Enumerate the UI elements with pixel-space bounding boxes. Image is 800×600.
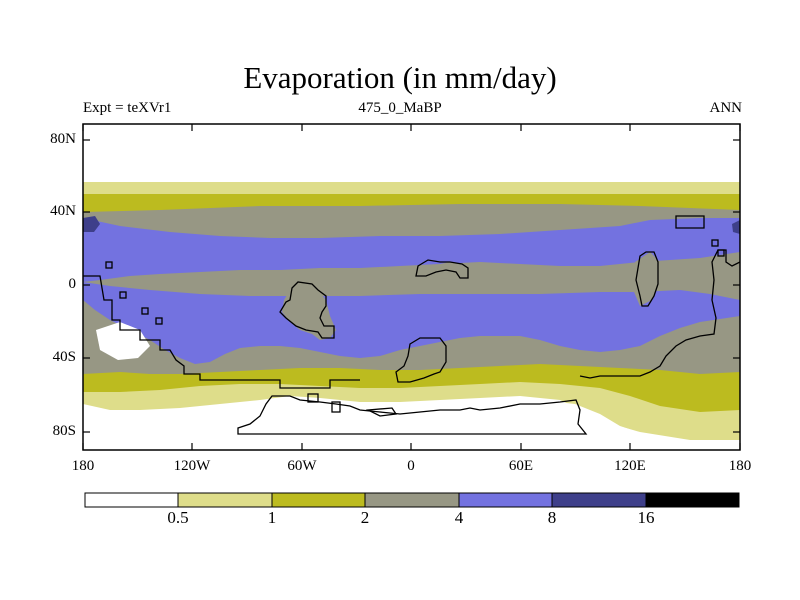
island-f xyxy=(155,317,163,325)
band-lt-0p5-pacific xyxy=(96,322,150,360)
lon-label-120e: 120E xyxy=(614,458,646,474)
band-8-16-east xyxy=(732,220,740,234)
coastline-antarctica xyxy=(237,395,588,435)
colorbar-label-8: 8 xyxy=(547,508,557,527)
period-label: 475_0_MaBP xyxy=(358,100,442,116)
continent-outlines xyxy=(83,215,740,435)
colorbar-box-1 xyxy=(177,492,273,508)
colorbar-label-0p5: 0.5 xyxy=(167,508,189,527)
experiment-label: Expt = teXVr1 xyxy=(83,100,172,116)
lat-label-40n: 40N xyxy=(50,203,76,219)
coastline-australia xyxy=(635,251,659,307)
coastline-africa-block xyxy=(415,259,469,279)
colorbar-box-5 xyxy=(551,492,647,508)
island-d xyxy=(119,291,127,299)
island-b xyxy=(307,393,319,403)
island-c xyxy=(105,261,113,269)
lon-label-120w: 120W xyxy=(173,458,211,474)
lon-label-180w: 180 xyxy=(71,458,95,474)
island-h xyxy=(717,249,725,257)
colorbar xyxy=(84,492,740,508)
colorbar-label-4: 4 xyxy=(454,508,464,527)
colorbar-label-2: 2 xyxy=(360,508,370,527)
coastline-south-america-block xyxy=(279,281,335,339)
island-e xyxy=(141,307,149,315)
evaporation-field xyxy=(83,124,740,450)
coastline-polar-inner xyxy=(365,407,398,417)
lon-ticks xyxy=(82,124,741,450)
lat-label-80s: 80S xyxy=(52,423,76,439)
lon-label-60w: 60W xyxy=(287,458,317,474)
colorbar-box-4 xyxy=(458,492,553,508)
colorbar-box-6 xyxy=(645,492,740,508)
colorbar-box-3 xyxy=(364,492,460,508)
band-8-16-west xyxy=(83,216,100,232)
plot-title: Evaporation (in mm/day) xyxy=(243,60,557,95)
lon-label-60e: 60E xyxy=(508,458,534,474)
island-a xyxy=(331,401,341,413)
season-label: ANN xyxy=(709,100,743,116)
lon-label-180e: 180 xyxy=(728,458,752,474)
band-lt-0p5-polar xyxy=(83,400,740,450)
band-4-8 xyxy=(83,218,740,364)
island-g xyxy=(711,239,719,247)
coastline-west-landmass xyxy=(83,275,360,389)
band-2-4-australia xyxy=(634,252,660,306)
coastline-south-block xyxy=(395,337,447,383)
lat-ticks xyxy=(83,139,740,433)
lon-label-0: 0 xyxy=(407,458,415,474)
lat-label-40s: 40S xyxy=(52,349,76,365)
colorbar-box-2 xyxy=(271,492,366,508)
colorbar-label-16: 16 xyxy=(637,508,655,527)
lat-label-80n: 80N xyxy=(50,131,76,147)
coastline-ne-island xyxy=(675,215,705,229)
lat-label-0: 0 xyxy=(68,276,77,292)
colorbar-label-1: 1 xyxy=(267,508,277,527)
colorbar-box-0 xyxy=(84,492,179,508)
